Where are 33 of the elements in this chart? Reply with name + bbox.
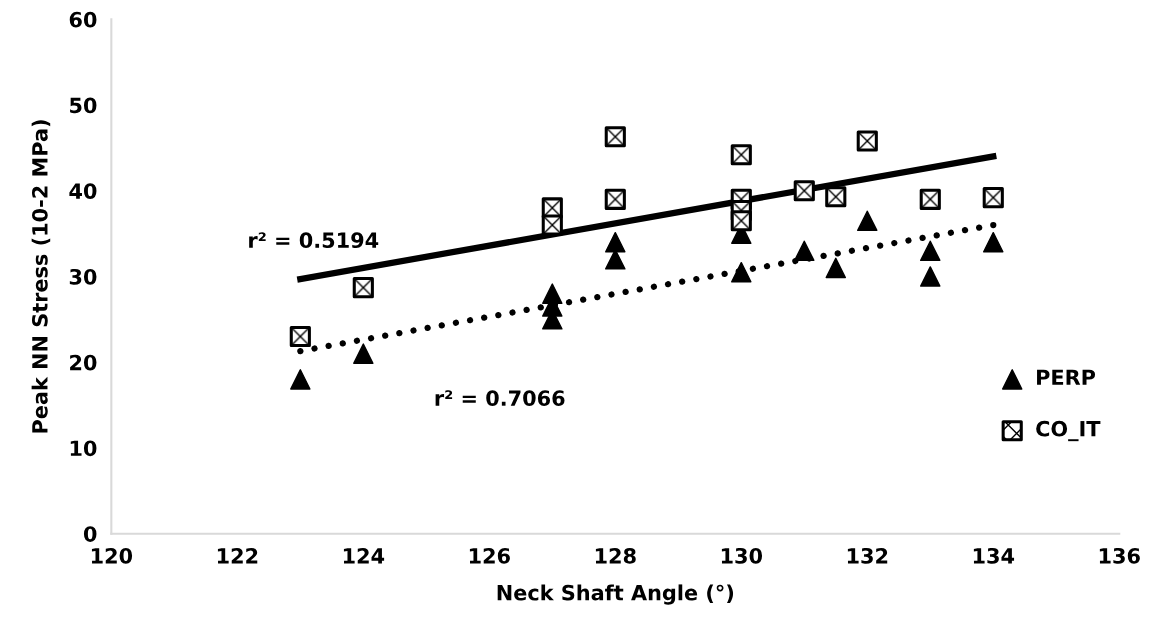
y-tick-label: 0 [83, 526, 97, 542]
y-tick-label: 10 [70, 440, 97, 457]
x-tick-label: 134 [973, 547, 1015, 564]
y-tick-label: 20 [70, 354, 97, 371]
x-tick-label: 122 [217, 547, 258, 564]
annotation: r² = 0.5194 [249, 232, 379, 249]
y-tick-label: 60 [69, 11, 97, 28]
x-tick-label: 120 [91, 547, 133, 564]
point [857, 210, 878, 232]
y-tick-label: 40 [69, 183, 97, 199]
legend-label: CO_IT [1036, 420, 1101, 442]
point [605, 231, 626, 253]
x-tick-label: 130 [721, 547, 763, 564]
point [920, 266, 941, 287]
x-axis-title: Neck Shaft Angle (°) [497, 584, 734, 605]
x-tick-label: 126 [469, 547, 510, 564]
point [825, 257, 847, 279]
legend-label: PERP [1037, 369, 1096, 385]
point [353, 343, 374, 364]
x-tick-label: 132 [847, 547, 888, 564]
point [920, 240, 941, 262]
y-tick-label: 30 [69, 268, 97, 285]
point [794, 240, 815, 262]
y-axis-title: Peak NN Stress (10-2 MPa) [31, 120, 51, 433]
x-tick-label: 136 [1099, 547, 1140, 564]
point [731, 261, 752, 283]
x-tick-label: 128 [595, 547, 636, 564]
point [290, 369, 311, 390]
point [605, 249, 626, 270]
x-tick-label: 124 [343, 547, 385, 564]
annotation: r² = 0.7066 [435, 390, 565, 406]
point [983, 231, 1004, 253]
y-tick-label: 50 [70, 97, 97, 114]
